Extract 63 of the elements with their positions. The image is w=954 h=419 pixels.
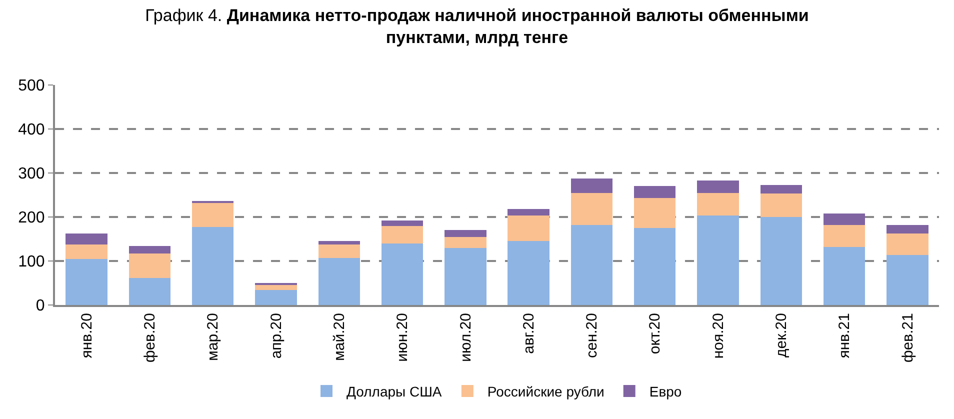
x-tick-label: июн.20 (394, 313, 412, 362)
bar (318, 244, 360, 258)
bar (886, 234, 928, 255)
bar (381, 220, 424, 226)
bar (697, 216, 739, 305)
bar (508, 209, 550, 216)
bar (66, 244, 108, 260)
bar (444, 230, 486, 237)
bar (823, 224, 866, 247)
bar (760, 184, 802, 194)
x-tick-label: май.20 (331, 313, 348, 361)
bar (823, 213, 866, 225)
bar (381, 243, 424, 305)
x-tick-label: авг.20 (520, 313, 538, 354)
bar (508, 241, 550, 305)
y-tick-label: 100 (18, 254, 45, 271)
x-tick-label: фев.20 (142, 313, 159, 363)
y-tick-label: 0 (36, 298, 45, 315)
bar (128, 278, 171, 305)
x-tick-label: сен.20 (584, 313, 601, 358)
y-tick-label: 400 (18, 122, 45, 139)
bar (886, 224, 928, 234)
bar (318, 241, 360, 245)
bar (192, 227, 234, 305)
bar (823, 246, 866, 305)
bar (760, 217, 802, 305)
bar (128, 254, 171, 278)
y-tick-label: 500 (18, 78, 45, 95)
bar (634, 228, 676, 305)
bar (886, 254, 928, 305)
bar (570, 224, 613, 305)
legend-label: Доллары США (346, 383, 442, 400)
x-tick-label: янв.20 (78, 313, 96, 358)
bar (570, 178, 613, 193)
x-tick-label: мар.20 (204, 313, 222, 361)
chart-title: График 4. Динамика нетто-продаж наличной иностранной валюты обменными пунктами, млрд тенге (145, 6, 809, 48)
bar (128, 246, 171, 254)
y-tick-label: 300 (18, 166, 45, 183)
x-tick-label: апр.20 (268, 313, 285, 359)
bar (570, 192, 613, 225)
x-tick-label: дек.20 (773, 313, 790, 358)
bar (697, 180, 739, 193)
x-tick-label: янв.21 (836, 313, 854, 358)
legend-label: Евро (649, 383, 682, 400)
bar (697, 192, 739, 216)
bar (634, 186, 676, 198)
bar (444, 248, 486, 305)
bar (255, 290, 297, 305)
bar (508, 216, 550, 242)
bar (381, 226, 424, 244)
bar (760, 194, 802, 217)
bar (192, 202, 234, 228)
bar (444, 236, 486, 248)
bar (318, 258, 360, 305)
bar (66, 259, 108, 305)
x-tick-label: июл.20 (457, 313, 474, 362)
y-tick-label: 200 (18, 210, 45, 227)
x-tick-label: окт.20 (646, 313, 664, 354)
legend-label: Российские рубли (487, 383, 604, 400)
bar (634, 198, 676, 228)
x-tick-label: ноя.20 (710, 313, 727, 359)
x-tick-label: фев.21 (899, 313, 916, 363)
bar (66, 234, 108, 245)
